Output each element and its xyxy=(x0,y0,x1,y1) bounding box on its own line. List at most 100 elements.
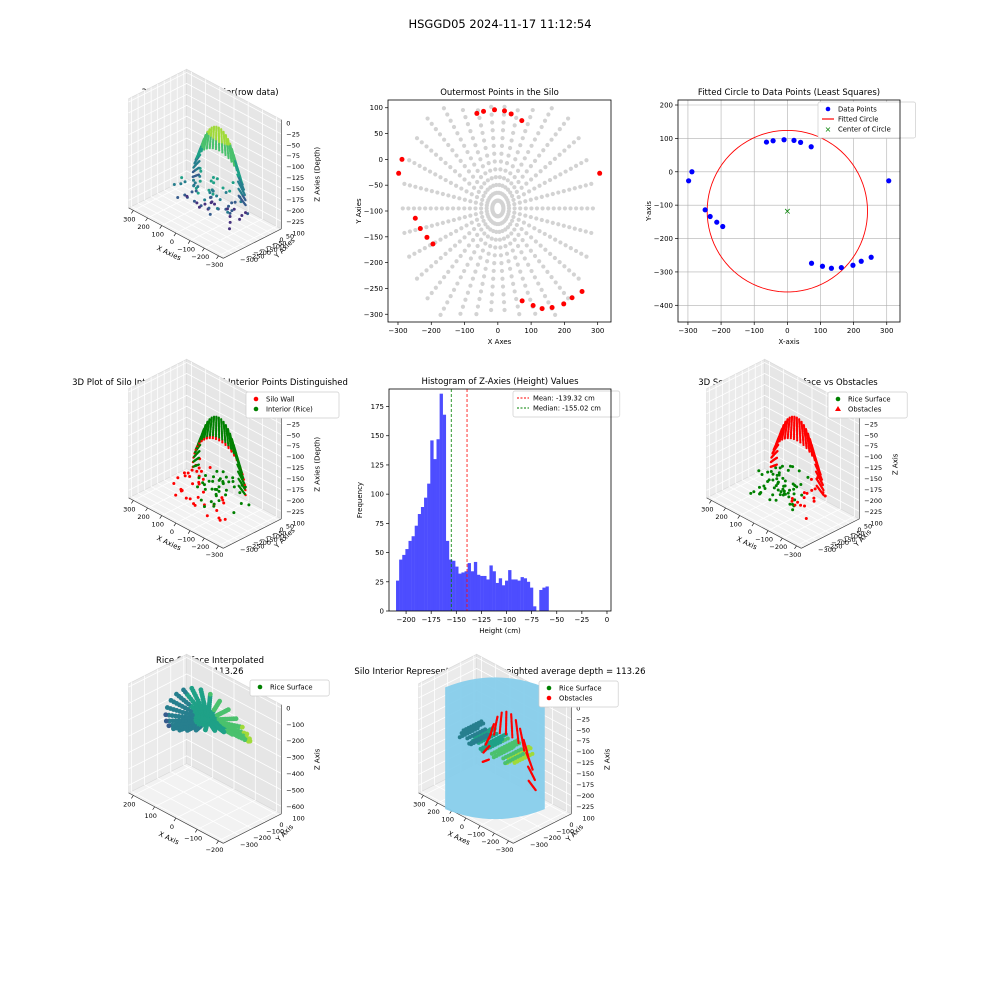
scatter-point xyxy=(771,472,775,476)
scatter-point xyxy=(778,466,782,470)
histogram-bar xyxy=(430,440,434,611)
gray-point xyxy=(462,143,467,148)
x-tick xyxy=(463,817,467,822)
scatter-point xyxy=(232,207,236,211)
gray-point xyxy=(492,151,497,156)
gray-point xyxy=(443,251,448,256)
scatter-point xyxy=(797,469,801,473)
gray-point xyxy=(466,169,472,174)
scatter-point xyxy=(776,488,780,492)
z-tick-label: −150 xyxy=(286,185,304,193)
scatter-point xyxy=(224,423,227,427)
gray-point xyxy=(585,206,590,211)
gray-point xyxy=(528,297,533,302)
scatter-point xyxy=(179,489,183,493)
gray-point xyxy=(553,175,558,180)
z-tick-label: −300 xyxy=(286,754,304,762)
gray-point xyxy=(511,130,516,136)
gray-point xyxy=(470,174,476,179)
z-tick-label: −225 xyxy=(286,508,304,516)
y-tick-label: −200 xyxy=(831,539,849,547)
gray-point xyxy=(479,201,484,207)
histogram-bar xyxy=(411,536,415,611)
gray-point xyxy=(547,177,553,183)
gray-point xyxy=(485,259,490,264)
scatter-point xyxy=(239,502,243,506)
gray-point xyxy=(434,206,439,211)
gray-point xyxy=(422,166,427,171)
y-tick-label: −300 xyxy=(240,546,258,554)
scatter-point xyxy=(217,485,221,489)
gray-point xyxy=(545,269,550,274)
z-tick-label: −125 xyxy=(864,464,882,472)
gray-point xyxy=(491,268,496,274)
gray-point xyxy=(489,112,494,117)
x-tick xyxy=(173,232,177,237)
histogram-bar xyxy=(436,439,440,611)
legend-label: Interior (Rice) xyxy=(266,406,313,414)
surface-point xyxy=(174,691,179,697)
gray-point xyxy=(532,253,538,259)
gray-point xyxy=(512,175,517,180)
outermost-point xyxy=(519,298,525,304)
gray-point xyxy=(568,166,573,171)
x-tick-label: −100 xyxy=(177,536,195,544)
outermost-point xyxy=(561,301,567,307)
z-tick-label: −200 xyxy=(576,792,594,800)
gray-point xyxy=(510,248,515,253)
z-tick-label: −225 xyxy=(576,803,594,811)
scatter-point xyxy=(212,181,216,185)
gray-point xyxy=(547,234,553,239)
grid-line-z xyxy=(128,438,282,490)
gray-point xyxy=(557,127,562,132)
z-tick-label: −25 xyxy=(576,715,590,723)
scatter-point xyxy=(792,487,796,491)
gray-point xyxy=(520,238,525,243)
scatter-point xyxy=(211,192,215,196)
y-tick-label: 0 xyxy=(279,236,283,244)
scatter-point xyxy=(208,212,212,216)
y-tick-label: −50 xyxy=(273,529,287,537)
x-tick-label: 100 xyxy=(730,521,742,529)
gray-point xyxy=(486,251,491,256)
gray-point xyxy=(567,225,572,230)
z-axis-label: Z Axies (Depth) xyxy=(313,147,321,202)
x-axis-label: X Axes xyxy=(488,338,512,346)
scatter-point xyxy=(188,475,192,479)
gray-point xyxy=(522,256,527,261)
gray-point xyxy=(462,214,467,220)
grid-line-z xyxy=(128,416,282,468)
gray-point xyxy=(483,190,488,195)
outermost-point xyxy=(396,170,402,176)
gray-point xyxy=(491,276,496,281)
scatter-point xyxy=(215,509,219,513)
subplot-3d-rice-obstacles: 3D Scatter Plot: Rice Surface vs Obstacl… xyxy=(698,358,908,559)
y-tick-label: −200 xyxy=(253,834,271,842)
scatter-point xyxy=(232,511,236,515)
x-tick xyxy=(202,248,205,252)
gray-point xyxy=(465,290,471,295)
gray-point xyxy=(407,229,412,234)
x-tick-label: −75 xyxy=(524,616,539,624)
gray-point xyxy=(438,237,443,242)
gray-point xyxy=(529,206,534,211)
gray-point xyxy=(567,268,572,273)
legend-swatch xyxy=(257,684,263,690)
scatter-point xyxy=(810,488,814,492)
scatter-point xyxy=(771,478,775,482)
gray-point xyxy=(536,281,541,286)
outermost-point xyxy=(412,215,418,221)
gray-point xyxy=(476,222,481,228)
gray-point xyxy=(537,259,542,264)
scatter-point xyxy=(796,500,800,504)
surface-point xyxy=(207,691,213,697)
gray-point xyxy=(567,144,572,149)
scatter-point xyxy=(213,487,217,491)
y-tick-label: −100 xyxy=(266,533,284,541)
gray-point xyxy=(506,209,511,214)
x-tick xyxy=(173,522,177,527)
x-tick-label: −300 xyxy=(388,327,407,335)
gray-point xyxy=(451,124,457,130)
y-tick-label: −200 xyxy=(253,539,271,547)
scatter-point xyxy=(226,137,230,141)
